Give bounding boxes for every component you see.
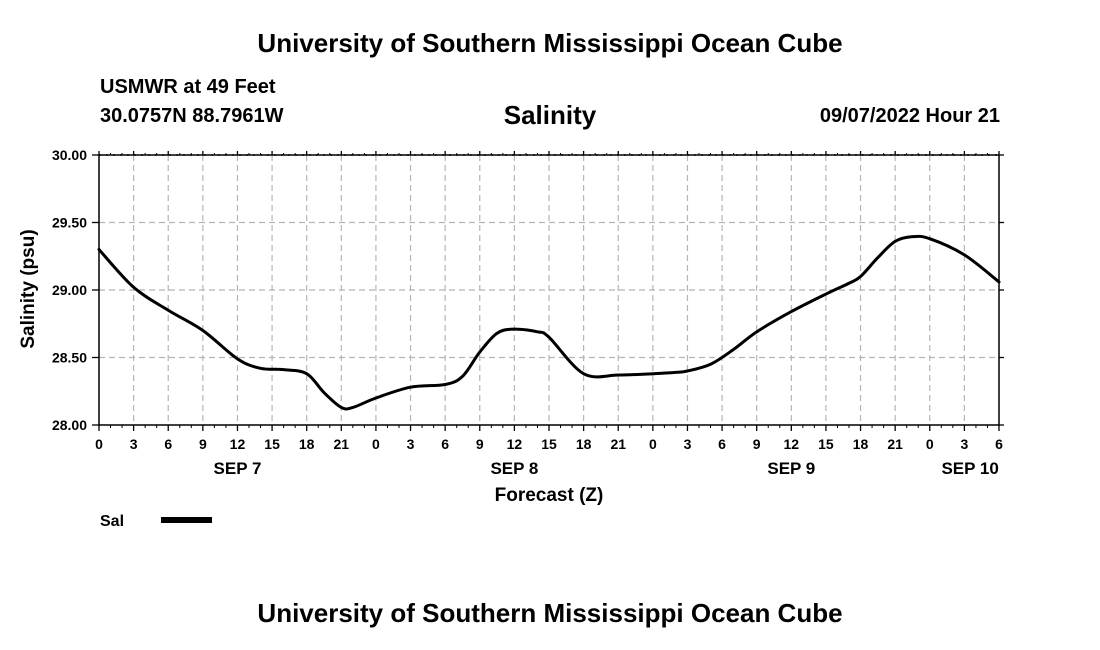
x-tick-label: 9 — [199, 436, 207, 452]
grid-layer — [99, 154, 999, 425]
x-tick-label: 18 — [853, 436, 869, 452]
chart-title: University of Southern Mississippi Ocean… — [257, 28, 843, 58]
x-tick-label: 3 — [960, 436, 968, 452]
y-tick-label: 28.50 — [52, 350, 87, 366]
x-tick-label: 6 — [718, 436, 726, 452]
y-axis-label: Salinity (psu) — [18, 229, 39, 348]
x-tick-label: 9 — [476, 436, 484, 452]
x-tick-label: 3 — [130, 436, 138, 452]
x-tick-label: 12 — [230, 436, 246, 452]
x-tick-label: 6 — [995, 436, 1003, 452]
x-tick-label: 18 — [576, 436, 592, 452]
variable-title: Salinity — [503, 100, 597, 130]
labels-layer: 28.00 28.50 29.00 29.50 30.00 0 3 6 9 12 15 18 21 0 3 6… — [52, 147, 1003, 478]
y-tick-label: 29.50 — [52, 215, 87, 231]
day-label: SEP 10 — [941, 459, 998, 478]
x-tick-label: 0 — [95, 436, 103, 452]
x-tick-label: 15 — [818, 436, 834, 452]
legend: Sal — [100, 513, 212, 530]
x-tick-label: 12 — [507, 436, 523, 452]
legend-label-sal: Sal — [100, 513, 124, 530]
x-tick-label: 0 — [926, 436, 934, 452]
x-tick-label: 9 — [753, 436, 761, 452]
series-layer — [97, 234, 1001, 411]
x-tick-label: 15 — [541, 436, 557, 452]
y-tick-label: 29.00 — [52, 282, 87, 298]
x-tick-label: 3 — [684, 436, 692, 452]
x-tick-label: 0 — [649, 436, 657, 452]
x-tick-label: 21 — [334, 436, 350, 452]
x-tick-label: 15 — [264, 436, 280, 452]
series-line-sal — [97, 234, 1001, 411]
station-coordinates: 30.0757N 88.7961W — [100, 105, 284, 127]
x-axis-label: Forecast (Z) — [495, 485, 604, 506]
x-tick-label: 6 — [441, 436, 449, 452]
footer-title: University of Southern Mississippi Ocean… — [257, 598, 843, 628]
y-tick-label: 30.00 — [52, 147, 87, 163]
x-tick-label: 18 — [299, 436, 315, 452]
y-tick-label: 28.00 — [52, 417, 87, 433]
station-name: USMWR at 49 Feet — [100, 76, 276, 98]
x-tick-label: 0 — [372, 436, 380, 452]
x-tick-label: 3 — [407, 436, 415, 452]
x-tick-label: 21 — [887, 436, 903, 452]
plot-frame — [98, 154, 1000, 426]
x-tick-label: 12 — [784, 436, 800, 452]
ticks-layer — [92, 151, 1004, 431]
x-tick-label: 6 — [164, 436, 172, 452]
day-label: SEP 7 — [214, 459, 262, 478]
day-label: SEP 8 — [490, 459, 538, 478]
forecast-datetime: 09/07/2022 Hour 21 — [819, 105, 1000, 127]
x-tick-label: 21 — [610, 436, 626, 452]
day-label: SEP 9 — [767, 459, 815, 478]
